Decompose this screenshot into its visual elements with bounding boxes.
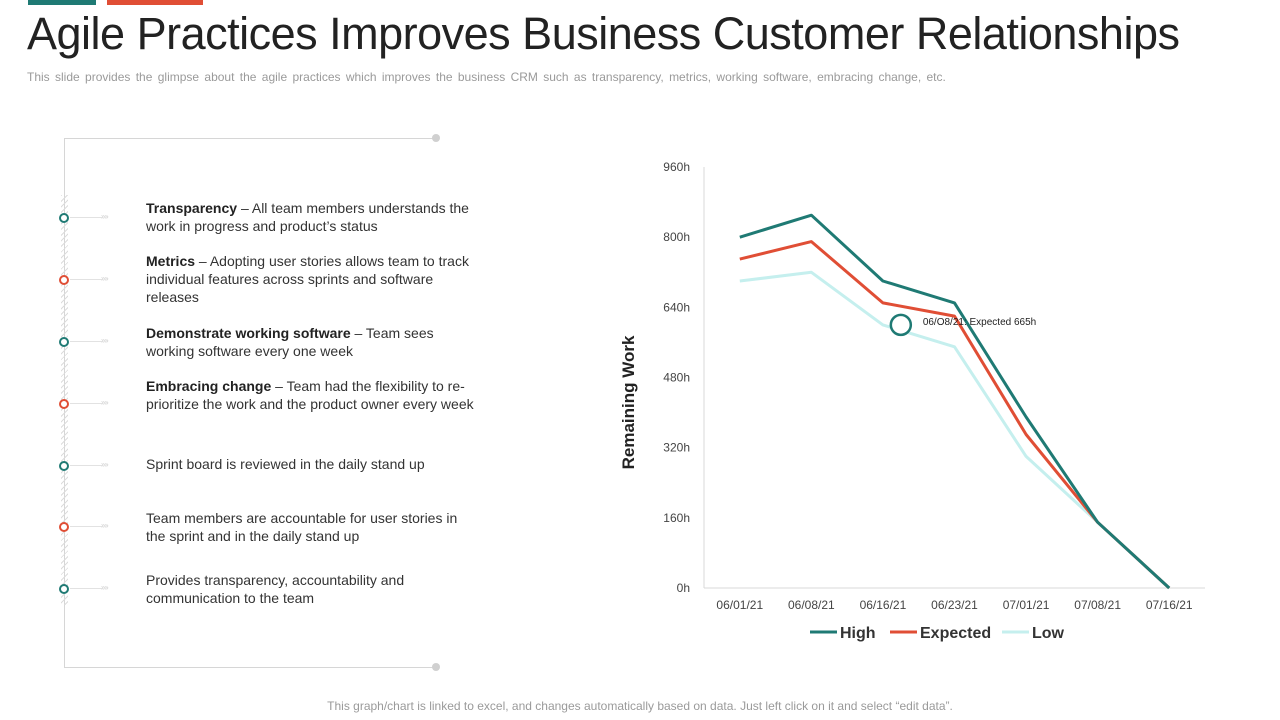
chevron-arrows-icon: ››››: [101, 336, 109, 345]
annotation-label: 06/O8/21: Expected 665h: [923, 317, 1036, 328]
practice-item-description: Provides transparency, accountability an…: [146, 572, 405, 606]
practice-item: Sprint board is reviewed in the daily st…: [146, 455, 476, 473]
chevron-arrows-icon: ››››: [101, 583, 109, 592]
practice-item: Embracing change – Team had the flexibil…: [146, 377, 476, 413]
frame-bottom-dot: [432, 663, 440, 671]
x-tick-label: 07/01/21: [1003, 598, 1050, 612]
y-tick-label: 960h: [663, 160, 690, 174]
practice-item-heading: Embracing change: [146, 378, 272, 394]
chevron-arrows-icon: ››››: [101, 398, 109, 407]
timeline-bullet: [59, 337, 69, 347]
frame-top-dot: [432, 134, 440, 142]
x-tick-label: 07/08/21: [1074, 598, 1121, 612]
series-line-expected: [739, 240, 1171, 590]
chevron-arrows-icon: ››››: [101, 460, 109, 469]
burndown-chart: 0h 160h 320h 480h 640h 800h 960h 06/01/21 06/08/…: [619, 160, 1205, 642]
annotation-marker: [889, 313, 913, 337]
timeline-connector: [70, 279, 102, 280]
footer-note: This graph/chart is linked to excel, and…: [327, 699, 953, 713]
practice-item: Transparency – All team members understa…: [146, 199, 476, 235]
timeline-bullet: [59, 275, 69, 285]
practice-item-description: – Adopting user stories allows team to t…: [146, 253, 469, 305]
chevron-arrows-icon: ››››: [101, 274, 109, 283]
x-tick-label: 06/08/21: [788, 598, 835, 612]
x-tick-label: 06/16/21: [860, 598, 907, 612]
y-tick-label: 0h: [677, 581, 690, 595]
practice-item: Team members are accountable for user st…: [146, 509, 476, 545]
practice-item-heading: Transparency: [146, 200, 238, 216]
chevron-arrows-icon: ››››: [101, 212, 109, 221]
y-tick-label: 800h: [663, 230, 690, 244]
y-tick-label: 160h: [663, 511, 690, 525]
timeline-connector: [70, 217, 102, 218]
practice-item-description: Sprint board is reviewed in the daily st…: [146, 456, 425, 472]
legend-label-high: High: [840, 625, 876, 642]
practice-item-description: – All team members understands the work …: [146, 200, 469, 234]
y-tick-label: 640h: [663, 300, 690, 314]
y-tick-label: 320h: [663, 441, 690, 455]
timeline-bullet: [59, 522, 69, 532]
chevron-arrows-icon: ››››: [101, 521, 109, 530]
practice-item: Metrics – Adopting user stories allows t…: [146, 252, 476, 306]
legend-label-expected: Expected: [920, 625, 991, 642]
x-tick-label: 07/16/21: [1146, 598, 1193, 612]
practice-item-description: Team members are accountable for user st…: [146, 510, 458, 544]
frame-top-line: [64, 138, 436, 139]
practice-item-heading: Metrics: [146, 253, 196, 269]
timeline-bullet: [59, 213, 69, 223]
accent-bar-red: [107, 0, 203, 5]
practice-item-description: – Team had the flexibility to re-priorit…: [146, 378, 474, 412]
page-title: Agile Practices Improves Business Custom…: [27, 8, 1180, 59]
x-tick-label: 06/23/21: [931, 598, 978, 612]
timeline-connector: [70, 465, 102, 466]
series-line-high: [739, 213, 1171, 590]
timeline-bullet: [59, 399, 69, 409]
timeline-bullet: [59, 461, 69, 471]
y-tick-label: 480h: [663, 371, 690, 385]
page-subtitle: This slide provides the glimpse about th…: [27, 70, 946, 84]
practice-item-heading: Demonstrate working software: [146, 325, 351, 341]
timeline-connector: [70, 341, 102, 342]
x-tick-label: 06/01/21: [716, 598, 763, 612]
timeline-connector: [70, 403, 102, 404]
timeline-connector: [70, 588, 102, 589]
timeline-bullet: [59, 584, 69, 594]
y-axis-label: Remaining Work: [619, 335, 638, 469]
timeline-connector: [70, 526, 102, 527]
accent-bar-teal: [28, 0, 96, 5]
practice-item: Demonstrate working software – Team sees…: [146, 324, 476, 360]
practice-item: Provides transparency, accountability an…: [146, 571, 476, 607]
frame-bottom-line: [64, 667, 436, 668]
practice-item-description: – Team sees working software every one w…: [146, 325, 434, 359]
legend-label-low: Low: [1032, 625, 1065, 642]
